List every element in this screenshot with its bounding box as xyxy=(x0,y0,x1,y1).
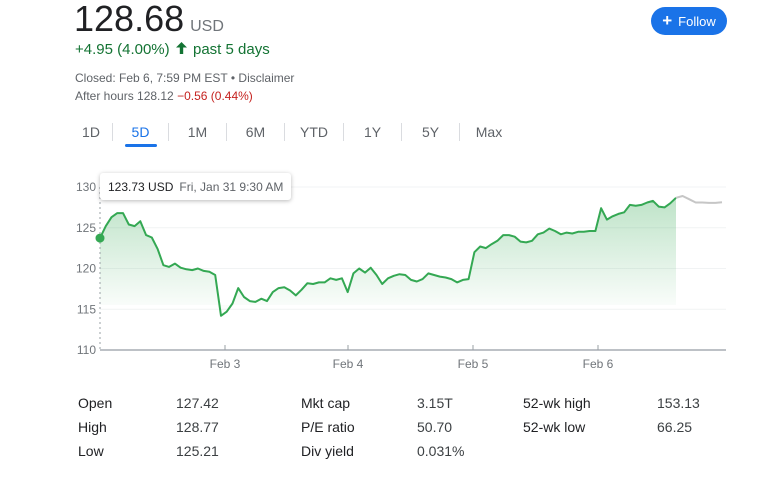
tooltip-time: Fri, Jan 31 9:30 AM xyxy=(179,179,284,194)
stat-label: High xyxy=(78,419,107,435)
svg-text:110: 110 xyxy=(77,343,96,357)
svg-text:130: 130 xyxy=(76,180,96,194)
tab-6m[interactable]: 6M xyxy=(227,118,284,146)
after-hours-line xyxy=(675,195,723,204)
tab-label: 5D xyxy=(131,124,150,140)
after-hours-info: After hours 128.12 −0.56 (0.44%) xyxy=(75,89,253,103)
tab-max[interactable]: Max xyxy=(460,118,518,146)
tab-label: 1Y xyxy=(363,124,382,140)
price-area-fill xyxy=(100,197,676,316)
tab-divider xyxy=(226,123,227,141)
tab-divider xyxy=(459,123,460,141)
stat-value: 127.42 xyxy=(176,395,219,411)
range-tabs: 1D 5D 1M 6M YTD 1Y 5Y Max xyxy=(70,118,518,146)
tab-label: 6M xyxy=(245,124,266,140)
tab-1m[interactable]: 1M xyxy=(169,118,226,146)
tab-5d[interactable]: 5D xyxy=(113,118,168,146)
price-line xyxy=(99,197,677,317)
change-period: past 5 days xyxy=(193,41,270,58)
price-value: 128.68 xyxy=(74,0,185,39)
tab-ytd[interactable]: YTD xyxy=(285,118,343,146)
stat-label: Mkt cap xyxy=(301,395,351,411)
up-arrow-icon xyxy=(175,41,187,58)
svg-text:Feb 6: Feb 6 xyxy=(583,357,614,371)
tab-label: 5Y xyxy=(421,124,440,140)
tab-label: Max xyxy=(475,124,503,140)
svg-text:Feb 3: Feb 3 xyxy=(210,357,241,371)
current-price: 128.68 USD xyxy=(74,0,224,40)
stat-label: 52-wk low xyxy=(523,419,586,435)
follow-label: Follow xyxy=(678,13,716,29)
stat-label: Low xyxy=(78,443,104,459)
tab-label: 1M xyxy=(187,124,208,140)
currency-label: USD xyxy=(190,18,224,35)
price-chart[interactable]: 110 115 120 125 130 Feb 3 Feb 4 Feb 5 Feb 6 xyxy=(0,160,781,380)
closed-time: Closed: Feb 6, 7:59 PM EST xyxy=(75,71,228,85)
svg-text:115: 115 xyxy=(77,302,96,316)
stat-label: 52-wk high xyxy=(523,395,591,411)
stat-label: P/E ratio xyxy=(301,419,355,435)
tab-1y[interactable]: 1Y xyxy=(344,118,401,146)
tab-divider xyxy=(284,123,285,141)
after-hours-change: −0.56 (0.44%) xyxy=(177,89,253,103)
stat-value: 153.13 xyxy=(657,395,700,411)
tab-divider xyxy=(401,123,402,141)
tooltip-price: 123.73 USD xyxy=(108,179,174,194)
svg-text:Feb 4: Feb 4 xyxy=(333,357,364,371)
x-axis-labels: Feb 3 Feb 4 Feb 5 Feb 6 xyxy=(210,345,614,371)
y-axis-labels: 110 115 120 125 130 xyxy=(76,180,96,357)
stat-label: Open xyxy=(78,395,113,411)
after-hours-price: After hours 128.12 xyxy=(75,89,174,103)
stat-value: 0.031% xyxy=(417,443,465,459)
stat-value: 50.70 xyxy=(417,419,453,435)
stat-value: 66.25 xyxy=(657,419,693,435)
svg-text:Feb 5: Feb 5 xyxy=(458,357,489,371)
disclaimer-link[interactable]: Disclaimer xyxy=(238,71,295,85)
follow-button[interactable]: + Follow xyxy=(651,7,727,35)
tab-label: YTD xyxy=(300,124,328,140)
stat-value: 125.21 xyxy=(176,443,219,459)
svg-text:120: 120 xyxy=(76,262,96,276)
svg-text:125: 125 xyxy=(76,221,96,235)
tab-5y[interactable]: 5Y xyxy=(402,118,459,146)
separator-dot: • xyxy=(230,71,236,85)
tab-divider xyxy=(168,123,169,141)
stat-label: Div yield xyxy=(301,443,354,459)
price-change: +4.95 (4.00%) past 5 days xyxy=(75,41,270,58)
tab-label: 1D xyxy=(82,124,100,140)
change-value: +4.95 (4.00%) xyxy=(75,41,170,58)
chart-tooltip: 123.73 USD Fri, Jan 31 9:30 AM xyxy=(100,173,292,200)
tab-divider xyxy=(343,123,344,141)
closed-info: Closed: Feb 6, 7:59 PM EST • Disclaimer xyxy=(75,71,294,85)
plus-icon: + xyxy=(662,10,673,30)
hover-point-marker xyxy=(95,233,105,243)
tab-1d[interactable]: 1D xyxy=(70,118,112,146)
stat-value: 3.15T xyxy=(417,395,453,411)
stat-value: 128.77 xyxy=(176,419,219,435)
